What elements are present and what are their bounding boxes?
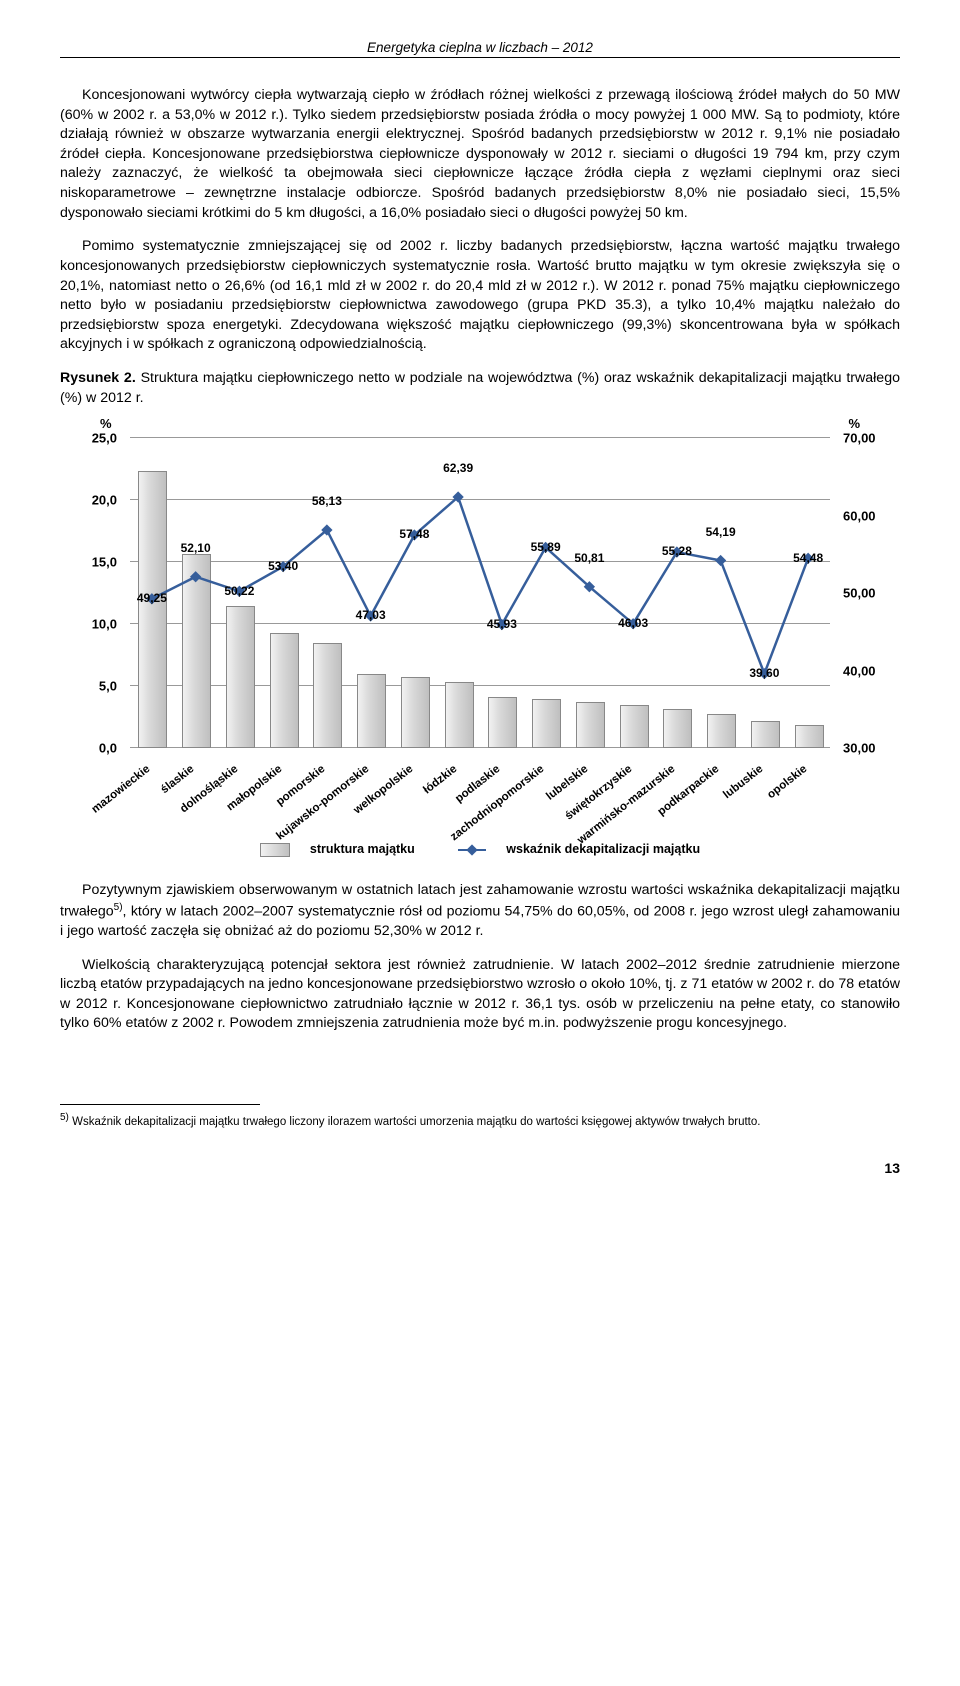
- page-header: Energetyka cieplna w liczbach – 2012: [60, 40, 900, 58]
- line-value-label: 54,19: [706, 525, 736, 539]
- y-right-tick: 50,00: [843, 586, 898, 601]
- line-value-label: 50,81: [574, 551, 604, 565]
- x-category-label: opolskie: [765, 763, 809, 801]
- y-left-tick: 15,0: [62, 555, 117, 570]
- x-category-label: lubuskie: [721, 763, 765, 801]
- x-category-label: ślaskie: [159, 763, 197, 796]
- line-value-label: 52,10: [181, 541, 211, 555]
- y-left-tick: 5,0: [62, 679, 117, 694]
- y-right-tick: 30,00: [843, 741, 898, 756]
- legend-bar-icon: [260, 843, 290, 857]
- footnote: 5) Wskaźnik dekapitalizacji majątku trwa…: [60, 1111, 900, 1130]
- line-value-label: 58,13: [312, 494, 342, 508]
- y-right-tick: 40,00: [843, 663, 898, 678]
- y-right-tick: 60,00: [843, 508, 898, 523]
- right-axis-title: %: [848, 416, 860, 431]
- line-value-label: 50,22: [224, 584, 254, 598]
- line-value-label: 55,28: [662, 544, 692, 558]
- line-value-label: 57,48: [399, 527, 429, 541]
- paragraph-2: Pomimo systematycznie zmniejszającej się…: [60, 237, 900, 355]
- page-number: 13: [60, 1160, 900, 1176]
- legend-line-icon: [458, 849, 486, 851]
- x-category-label: mazowieckie: [90, 763, 153, 816]
- line-value-label: 49,25: [137, 591, 167, 605]
- y-left-tick: 10,0: [62, 617, 117, 632]
- line-value-label: 46,03: [618, 616, 648, 630]
- figure-caption: Rysunek 2. Struktura majątku ciepłownicz…: [60, 369, 900, 408]
- line-value-label: 45,93: [487, 617, 517, 631]
- line-value-label: 39,60: [749, 666, 779, 680]
- line-value-label: 55,89: [531, 540, 561, 554]
- y-left-tick: 25,0: [62, 431, 117, 446]
- y-left-tick: 0,0: [62, 741, 117, 756]
- y-right-tick: 70,00: [843, 431, 898, 446]
- chart-container: % % 0,05,010,015,020,025,0 30,0040,0050,…: [70, 418, 890, 857]
- figure-label: Rysunek 2.: [60, 370, 136, 386]
- line-value-label: 54,48: [793, 551, 823, 565]
- y-left-tick: 20,0: [62, 493, 117, 508]
- chart-legend: struktura majątku wskaźnik dekapitalizac…: [70, 842, 890, 857]
- paragraph-3: Pozytywnym zjawiskiem obserwowanym w ost…: [60, 881, 900, 942]
- legend-line-label: wskaźnik dekapitalizacji majątku: [506, 842, 700, 856]
- line-value-label: 47,03: [356, 608, 386, 622]
- x-category-label: łódzkie: [421, 763, 459, 796]
- figure-caption-text: Struktura majątku ciepłowniczego netto w…: [60, 370, 900, 406]
- paragraph-1: Koncesjonowani wytwórcy ciepła wytwarzaj…: [60, 86, 900, 223]
- paragraph-4: Wielkością charakteryzującą potencjał se…: [60, 956, 900, 1034]
- left-axis-title: %: [100, 416, 112, 431]
- footnote-separator: [60, 1104, 260, 1105]
- line-value-label: 53,40: [268, 559, 298, 573]
- legend-bar-label: struktura majątku: [310, 842, 415, 856]
- line-value-label: 62,39: [443, 461, 473, 475]
